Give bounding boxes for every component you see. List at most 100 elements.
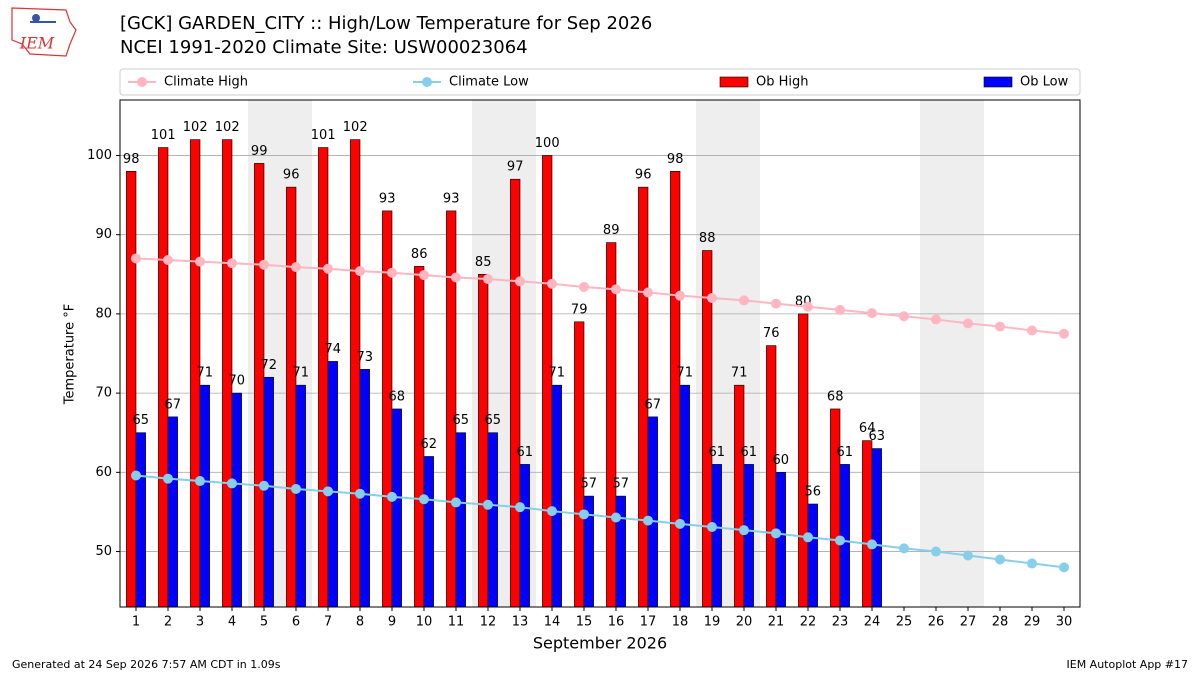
data-label: 101 — [151, 128, 176, 143]
bar — [350, 139, 361, 608]
data-label: 98 — [667, 152, 684, 167]
data-label: 67 — [165, 397, 182, 412]
climate-point — [1027, 558, 1037, 569]
climate-point — [995, 321, 1005, 332]
x-tick-label: 2 — [164, 615, 172, 630]
climate-point — [963, 550, 973, 561]
x-tick-label: 1 — [132, 615, 140, 630]
x-tick-label: 7 — [324, 615, 332, 630]
y-tick-label: 60 — [95, 465, 112, 480]
footer-right: IEM Autoplot App #17 — [1067, 658, 1189, 671]
x-tick-label: 19 — [704, 615, 721, 630]
climate-point — [867, 308, 877, 319]
bar — [446, 210, 457, 608]
climate-point — [963, 318, 973, 329]
climate-point — [899, 311, 909, 322]
data-label: 67 — [645, 397, 662, 412]
data-label: 63 — [869, 429, 886, 444]
climate-line — [135, 257, 1065, 335]
data-label: 93 — [443, 191, 460, 206]
climate-point — [419, 494, 429, 505]
data-label: 61 — [837, 445, 854, 460]
data-label: 65 — [485, 413, 502, 428]
logo: IEM — [11, 7, 77, 57]
data-label: 72 — [261, 358, 278, 373]
climate-point — [643, 515, 653, 526]
data-label: 62 — [421, 437, 438, 452]
data-label: 57 — [613, 477, 630, 492]
climate-point — [867, 539, 877, 550]
x-tick-label: 8 — [356, 615, 364, 630]
bar — [807, 503, 818, 608]
x-tick-label: 3 — [196, 615, 204, 630]
bar — [158, 147, 169, 608]
climate-point — [163, 255, 173, 266]
climate-point — [707, 521, 717, 532]
climate-point — [291, 262, 301, 273]
climate-point — [419, 270, 429, 281]
climate-point — [227, 258, 237, 269]
climate-point — [931, 546, 941, 557]
climate-point — [515, 276, 525, 287]
bar — [551, 384, 562, 608]
bar — [254, 163, 265, 608]
climate-point — [131, 470, 141, 481]
legend-label: Ob High — [756, 75, 809, 90]
data-label: 71 — [549, 366, 566, 381]
climate-point — [771, 528, 781, 539]
footer-left: Generated at 24 Sep 2026 7:57 AM CDT in … — [12, 658, 281, 671]
bar — [286, 186, 297, 608]
x-axis-label: September 2026 — [533, 634, 667, 653]
x-tick-label: 23 — [832, 615, 849, 630]
y-tick-label: 90 — [95, 227, 112, 242]
bar — [702, 250, 713, 608]
data-label: 102 — [215, 120, 240, 135]
x-tick-label: 26 — [928, 615, 945, 630]
climate-point — [995, 554, 1005, 565]
climate-point — [483, 499, 493, 510]
x-tick-label: 29 — [1024, 615, 1041, 630]
x-tick-label: 24 — [864, 615, 881, 630]
data-label: 73 — [357, 350, 374, 365]
chart-subtitle: NCEI 1991-2020 Climate Site: USW00023064 — [120, 37, 528, 58]
x-tick-label: 9 — [388, 615, 396, 630]
bar — [830, 408, 841, 608]
data-label: 74 — [325, 342, 342, 357]
y-tick-label: 100 — [87, 148, 112, 163]
climate-point — [675, 518, 685, 529]
bar — [519, 464, 530, 608]
climate-point — [707, 293, 717, 304]
data-label: 68 — [827, 389, 844, 404]
bar — [766, 345, 777, 608]
data-label: 102 — [183, 120, 208, 135]
bar — [327, 361, 338, 608]
bar — [231, 392, 242, 608]
climate-point — [931, 314, 941, 325]
bar — [743, 464, 754, 608]
data-label: 76 — [763, 326, 780, 341]
data-label: 71 — [197, 366, 214, 381]
legend-label: Climate High — [164, 75, 248, 90]
bar — [670, 170, 681, 608]
climate-point — [803, 532, 813, 543]
bar — [798, 313, 809, 608]
bar — [455, 432, 466, 608]
bar — [679, 384, 690, 608]
plot-frame — [119, 99, 1081, 608]
bar — [263, 376, 274, 608]
bar — [574, 321, 585, 608]
x-tick-label: 17 — [640, 615, 657, 630]
bar — [199, 384, 210, 608]
bar — [295, 384, 306, 608]
bar — [359, 369, 370, 608]
x-tick-label: 21 — [768, 615, 785, 630]
data-label: 71 — [293, 366, 310, 381]
climate-point — [515, 502, 525, 513]
legend-marker — [137, 77, 147, 87]
data-label: 89 — [603, 223, 620, 238]
climate-point — [323, 486, 333, 497]
bar — [423, 456, 434, 608]
data-label: 102 — [343, 120, 368, 135]
y-tick-label: 50 — [95, 544, 112, 559]
data-label: 64 — [859, 421, 876, 436]
